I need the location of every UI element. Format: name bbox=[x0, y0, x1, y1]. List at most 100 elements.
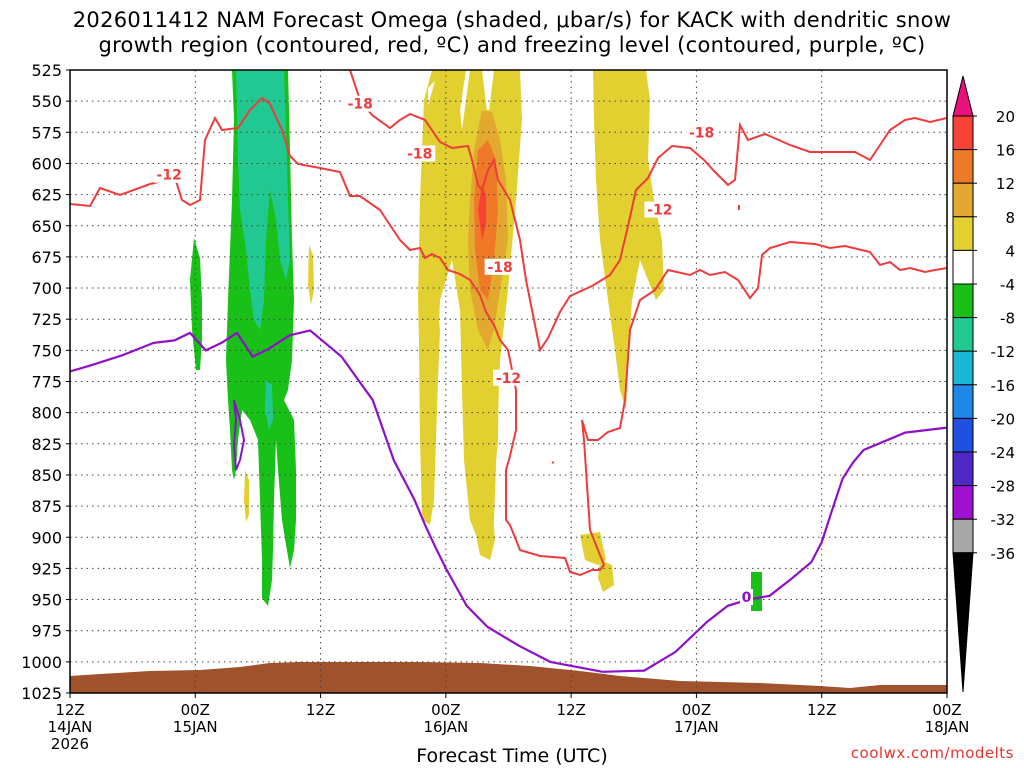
contour-label: -18 bbox=[348, 97, 373, 113]
plot-area: -12 -18 -18 -18 -12 -12 -18 0 bbox=[70, 70, 947, 693]
y-tick-label: 1000 bbox=[21, 653, 62, 672]
x-axis-title: Forecast Time (UTC) bbox=[416, 745, 608, 767]
colorbar-segment bbox=[952, 216, 974, 251]
colorbar-label: -24 bbox=[991, 444, 1016, 462]
colorbar-segment bbox=[952, 417, 974, 453]
colorbar-label: -4 bbox=[1000, 276, 1015, 294]
x-tick-label: 00Z bbox=[181, 701, 210, 719]
omega-shade-yellow-right bbox=[593, 70, 664, 410]
y-tick-label: 975 bbox=[31, 622, 62, 641]
contour-label-bg bbox=[686, 124, 718, 141]
credit-text: coolwx.com/modelts bbox=[850, 744, 1014, 762]
contour-label-bg bbox=[153, 166, 185, 183]
contour-label: -18 bbox=[487, 260, 512, 276]
freezing-level-loop bbox=[232, 399, 246, 471]
y-tick-label: 900 bbox=[31, 528, 62, 547]
chart-title-line1: 2026011412 NAM Forecast Omega (shaded, μ… bbox=[72, 8, 952, 32]
contour-label: -18 bbox=[689, 125, 714, 141]
contour-spot-a bbox=[551, 461, 555, 464]
y-tick-label: 800 bbox=[31, 404, 62, 423]
contour-label: 0 bbox=[742, 590, 752, 606]
x-tick-label: 17JAN bbox=[674, 718, 719, 736]
colorbar-label: -36 bbox=[991, 545, 1016, 563]
y-tick-label: 750 bbox=[31, 341, 62, 360]
colorbar-label: -8 bbox=[1000, 310, 1015, 328]
contour-label: -12 bbox=[647, 203, 672, 219]
y-tick-label: 1025 bbox=[21, 684, 62, 703]
colorbar-label: -16 bbox=[991, 377, 1016, 395]
omega-shade-teal-lower bbox=[265, 380, 273, 430]
colorbar-segment bbox=[952, 283, 974, 319]
colorbar-segment bbox=[952, 384, 974, 419]
y-tick-label: 650 bbox=[31, 217, 62, 236]
y-tick-label: 875 bbox=[31, 497, 62, 516]
y-tick-label: 525 bbox=[31, 61, 62, 80]
contour-label-bg bbox=[484, 258, 516, 275]
omega-shade-yellow-small-d bbox=[244, 470, 249, 522]
colorbar-segment bbox=[952, 350, 974, 386]
x-tick-label: 14JAN bbox=[48, 718, 93, 736]
colorbar-label: 12 bbox=[996, 175, 1015, 193]
omega-shade-green-small bbox=[751, 572, 762, 611]
y-tick-label: 575 bbox=[31, 123, 62, 142]
colorbar-label: 20 bbox=[996, 108, 1015, 126]
colorbar-label: 16 bbox=[996, 142, 1015, 160]
contour-label-bg bbox=[493, 369, 524, 386]
colorbar-segment bbox=[952, 451, 974, 487]
x-tick-label: 00Z bbox=[431, 701, 460, 719]
colorbar-segment bbox=[952, 149, 974, 184]
y-tick-label: 950 bbox=[31, 591, 62, 610]
x-tick-label: 18JAN bbox=[925, 718, 970, 736]
colorbar-top-triangle bbox=[952, 75, 974, 117]
colorbar-segment bbox=[952, 115, 974, 151]
contour-label: -12 bbox=[496, 371, 521, 387]
colorbar-label: -12 bbox=[991, 343, 1016, 361]
y-tick-label: 775 bbox=[31, 373, 62, 392]
y-tick-label: 625 bbox=[31, 186, 62, 205]
x-tick-label: 16JAN bbox=[423, 718, 468, 736]
contour-labels: -12 -18 -18 -18 -12 -12 -18 0 bbox=[153, 95, 754, 606]
colorbar-bottom-triangle bbox=[952, 552, 974, 693]
y-tick-label: 550 bbox=[31, 92, 62, 111]
contour-label-bg bbox=[644, 201, 676, 218]
colorbar-segment bbox=[952, 485, 974, 520]
y-tick-label: 600 bbox=[31, 154, 62, 173]
y-axis-ticks: 525 550 575 600 625 650 675 700 725 750 775 800 825 8… bbox=[21, 61, 70, 703]
contour-minus12-upper bbox=[70, 96, 947, 577]
chart-title-line2: growth region (contoured, red, ºC) and f… bbox=[98, 33, 926, 57]
colorbar-label: 8 bbox=[1005, 209, 1015, 227]
y-tick-label: 700 bbox=[31, 279, 62, 298]
y-tick-label: 825 bbox=[31, 435, 62, 454]
terrain-ground bbox=[70, 662, 947, 693]
freezing-level-contour bbox=[70, 329, 947, 673]
x-tick-label: 12Z bbox=[55, 701, 84, 719]
omega-shade-yellow-small-a bbox=[580, 532, 606, 565]
x-tick-label: 12Z bbox=[306, 701, 335, 719]
dgz-contours bbox=[70, 70, 947, 577]
x-tick-label: 12Z bbox=[807, 701, 836, 719]
colorbar-segment bbox=[952, 182, 974, 218]
colorbar: 20 16 12 8 4 -4 -8 -12 -16 -20 -24 -28 -32 -36 bbox=[952, 75, 1016, 693]
y-tick-label: 675 bbox=[31, 248, 62, 267]
colorbar-segment bbox=[952, 518, 974, 554]
contour-label-bg bbox=[740, 589, 754, 606]
colorbar-label: -32 bbox=[991, 511, 1016, 529]
contour-minus18-upper bbox=[349, 70, 947, 353]
omega-shade-yellow-small-c bbox=[308, 245, 314, 305]
contour-label: -12 bbox=[157, 168, 182, 184]
omega-positive-shading bbox=[244, 70, 664, 592]
chart-title: 2026011412 NAM Forecast Omega (shaded, μ… bbox=[0, 8, 1024, 58]
x-tick-label: 00Z bbox=[682, 701, 711, 719]
omega-shade-teal bbox=[236, 70, 290, 330]
colorbar-label: -20 bbox=[991, 410, 1016, 428]
x-tick-label: 12Z bbox=[556, 701, 585, 719]
colorbar-label: 4 bbox=[1005, 242, 1015, 260]
y-tick-label: 925 bbox=[31, 559, 62, 578]
colorbar-segment bbox=[952, 317, 974, 352]
x-tick-label: 15JAN bbox=[173, 718, 218, 736]
y-tick-label: 725 bbox=[31, 310, 62, 329]
x-tick-label: 00Z bbox=[932, 701, 961, 719]
omega-negative-shading bbox=[190, 70, 762, 611]
